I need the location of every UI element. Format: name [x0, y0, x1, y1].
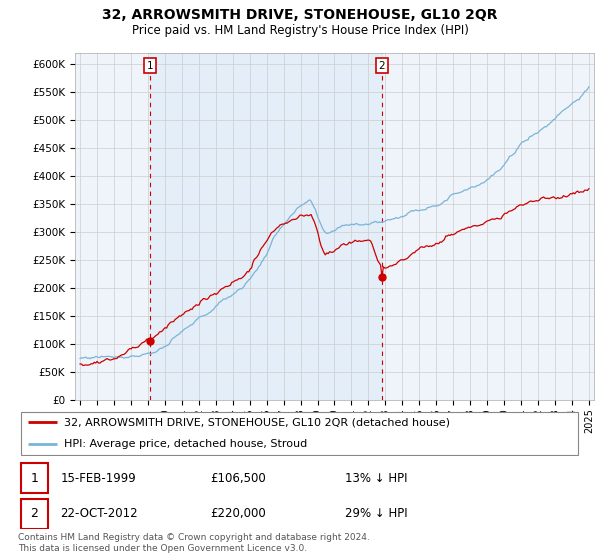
- Text: 22-OCT-2012: 22-OCT-2012: [60, 507, 138, 520]
- Text: 13% ↓ HPI: 13% ↓ HPI: [345, 472, 407, 484]
- Text: Price paid vs. HM Land Registry's House Price Index (HPI): Price paid vs. HM Land Registry's House …: [131, 24, 469, 36]
- Text: 29% ↓ HPI: 29% ↓ HPI: [345, 507, 408, 520]
- Text: 32, ARROWSMITH DRIVE, STONEHOUSE, GL10 2QR (detached house): 32, ARROWSMITH DRIVE, STONEHOUSE, GL10 2…: [64, 417, 450, 427]
- FancyBboxPatch shape: [21, 499, 48, 529]
- FancyBboxPatch shape: [21, 464, 48, 493]
- Text: 15-FEB-1999: 15-FEB-1999: [60, 472, 136, 484]
- Text: 1: 1: [31, 472, 38, 484]
- Bar: [150, 53, 382, 400]
- Text: £220,000: £220,000: [210, 507, 266, 520]
- Text: £106,500: £106,500: [210, 472, 266, 484]
- Text: 32, ARROWSMITH DRIVE, STONEHOUSE, GL10 2QR: 32, ARROWSMITH DRIVE, STONEHOUSE, GL10 2…: [102, 8, 498, 22]
- Text: 2: 2: [379, 60, 385, 71]
- Text: HPI: Average price, detached house, Stroud: HPI: Average price, detached house, Stro…: [64, 440, 307, 450]
- Text: Contains HM Land Registry data © Crown copyright and database right 2024.
This d: Contains HM Land Registry data © Crown c…: [18, 533, 370, 553]
- FancyBboxPatch shape: [21, 412, 578, 455]
- Text: 2: 2: [31, 507, 38, 520]
- Text: 1: 1: [146, 60, 153, 71]
